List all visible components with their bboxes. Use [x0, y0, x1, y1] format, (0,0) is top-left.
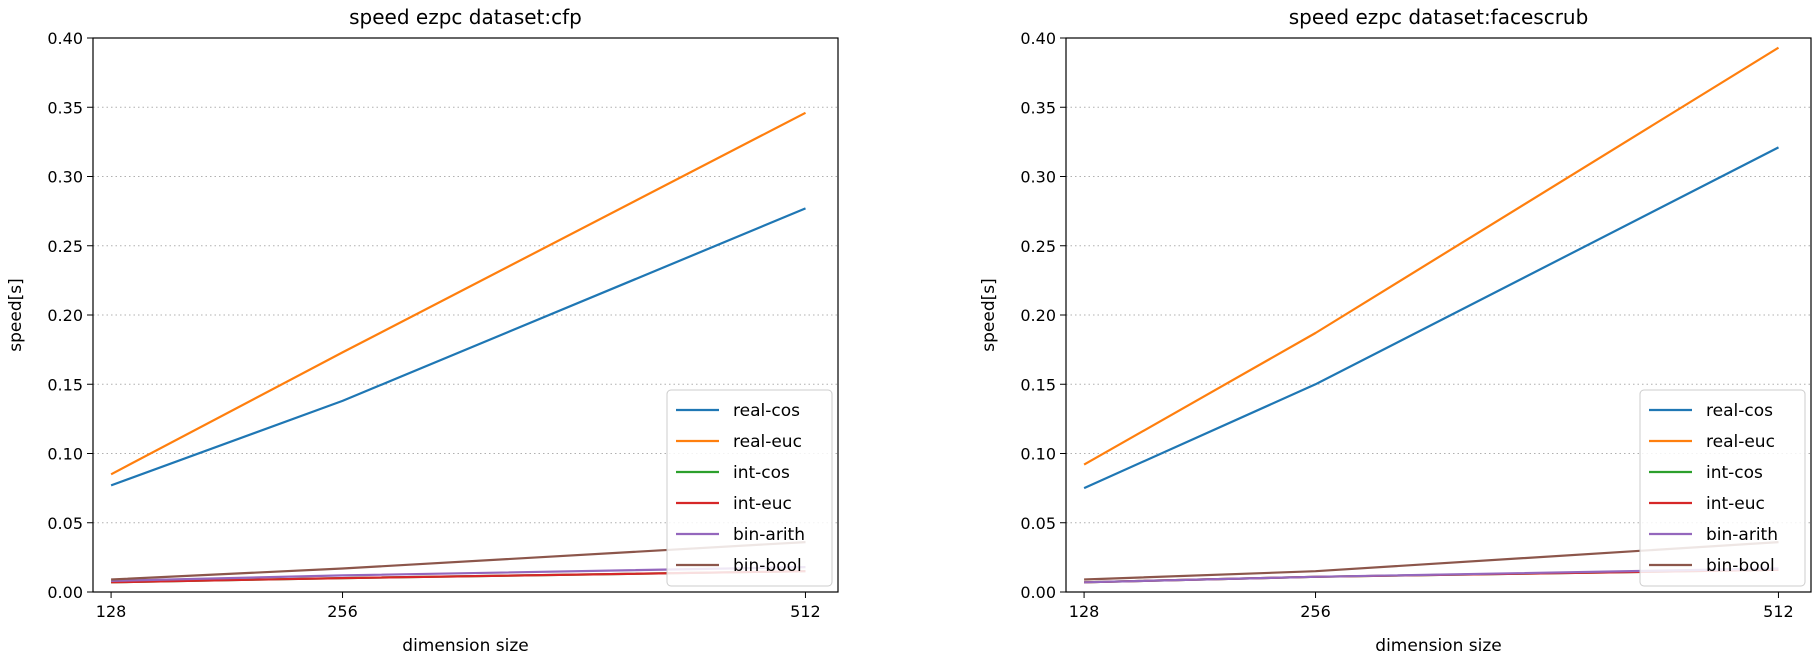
legend: real-cos real-euc int-cos int-euc bin-arith b…: [1639, 389, 1806, 587]
y-tick-label: 0.35: [47, 98, 83, 117]
legend-box: [1639, 389, 1806, 587]
y-axis-label: speed[s]: [979, 278, 999, 351]
y-tick-label: 0.15: [1020, 375, 1056, 394]
chart-title: speed ezpc dataset:facescrub: [1289, 5, 1589, 29]
y-tick-label: 0.35: [1020, 98, 1056, 117]
y-tick-label: 0.05: [47, 514, 83, 533]
series-line-bin-arith: [111, 566, 806, 582]
y-tick-label: 0.25: [1020, 237, 1056, 256]
x-tick-label: 512: [790, 602, 821, 621]
y-tick-label: 0.40: [47, 29, 83, 48]
series-line-bin-arith: [1084, 567, 1779, 584]
legend-label-real-euc: real-euc: [1706, 432, 1775, 452]
legend-box: [666, 389, 833, 587]
y-tick-label: 0.10: [47, 445, 83, 464]
legend: real-cos real-euc int-cos int-euc bin-arith b…: [666, 389, 833, 587]
series-line-real-cos: [110, 207, 806, 487]
legend-label-real-cos: real-cos: [1706, 401, 1773, 421]
legend-label-int-cos: int-cos: [733, 463, 790, 483]
x-tick-label: 128: [96, 602, 127, 621]
chart-panel-2: 0.00 0.05 0.10 0.15 0.20 0.25 0.30 0.35 0.40 128 2…: [979, 5, 1812, 655]
series-line-real-euc: [110, 111, 807, 476]
y-tick-label: 0.20: [47, 306, 83, 325]
legend-label-bin-bool: bin-bool: [733, 556, 802, 576]
y-tick-label: 0.25: [47, 237, 83, 256]
chart-panel-1: 0.00 0.05 0.10 0.15 0.20 0.25 0.30 0.35 0.40 128 2…: [6, 5, 839, 655]
x-axis-label: dimension size: [1375, 636, 1501, 655]
y-tick-label: 0.15: [47, 375, 83, 394]
series-line-real-cos: [1083, 146, 1780, 490]
x-tick-label: 512: [1763, 602, 1794, 621]
y-axis-label: speed[s]: [6, 278, 26, 351]
y-tick-label: 0.00: [1020, 583, 1056, 602]
legend-label-bin-arith: bin-arith: [733, 525, 805, 545]
series-line-real-euc: [1083, 46, 1780, 466]
x-tick-label: 256: [327, 602, 358, 621]
y-tick-label: 0.20: [1020, 306, 1056, 325]
legend-label-real-euc: real-euc: [733, 432, 802, 452]
legend-label-real-cos: real-cos: [733, 401, 800, 421]
x-axis-label: dimension size: [402, 636, 528, 655]
x-tick-label: 128: [1069, 602, 1100, 621]
y-tick-label: 0.40: [1020, 29, 1056, 48]
y-tick-label: 0.30: [47, 168, 83, 187]
series-line-bin-bool: [111, 541, 806, 581]
y-tick-label: 0.00: [47, 583, 83, 602]
y-tick-label: 0.05: [1020, 514, 1056, 533]
legend-label-int-euc: int-euc: [1706, 494, 1765, 514]
legend-label-bin-arith: bin-arith: [1706, 525, 1778, 545]
legend-label-bin-bool: bin-bool: [1706, 556, 1775, 576]
x-tick-label: 256: [1300, 602, 1331, 621]
legend-label-int-euc: int-euc: [733, 494, 792, 514]
series-line-bin-bool: [1084, 541, 1779, 581]
series-line-int-euc: [111, 570, 806, 584]
y-tick-label: 0.10: [1020, 445, 1056, 464]
legend-label-int-cos: int-cos: [1706, 463, 1763, 483]
y-tick-label: 0.30: [1020, 168, 1056, 187]
chart-title: speed ezpc dataset:cfp: [349, 5, 582, 29]
